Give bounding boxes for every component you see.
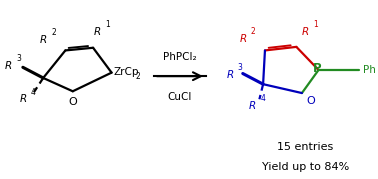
Text: $R$: $R$	[239, 32, 247, 44]
Text: 4: 4	[261, 94, 265, 103]
Text: 4: 4	[31, 88, 36, 97]
Text: $R$: $R$	[39, 33, 47, 45]
Text: 3: 3	[238, 63, 243, 72]
Text: 1: 1	[314, 20, 318, 29]
Text: 2: 2	[51, 28, 56, 37]
Text: $R$: $R$	[19, 92, 27, 104]
Text: CuCl: CuCl	[168, 93, 192, 103]
Text: $R$: $R$	[4, 59, 12, 71]
Text: $R$: $R$	[248, 99, 256, 111]
Text: $R$: $R$	[226, 67, 234, 79]
Text: ZrCp: ZrCp	[113, 67, 139, 77]
Text: O: O	[307, 96, 316, 106]
Text: $R$: $R$	[93, 25, 101, 37]
Text: Yield up to 84%: Yield up to 84%	[262, 162, 349, 172]
Text: O: O	[68, 97, 77, 107]
Text: Ph: Ph	[363, 65, 376, 75]
Text: $R$: $R$	[302, 25, 310, 37]
Text: PhPCl₂: PhPCl₂	[163, 52, 197, 62]
Text: 2: 2	[251, 27, 256, 36]
Text: 1: 1	[105, 20, 110, 29]
Text: 2: 2	[136, 72, 141, 81]
Text: 3: 3	[16, 54, 21, 63]
Text: P: P	[312, 62, 321, 75]
Text: 15 entries: 15 entries	[277, 142, 334, 152]
